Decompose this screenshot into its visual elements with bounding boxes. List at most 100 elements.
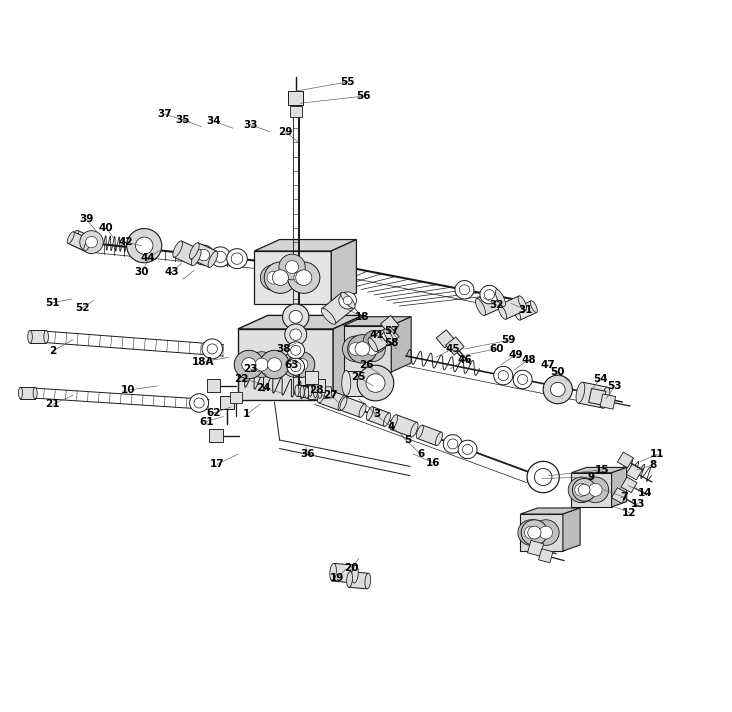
Text: 5: 5 <box>404 435 411 445</box>
Ellipse shape <box>342 370 351 395</box>
Ellipse shape <box>359 404 366 417</box>
Polygon shape <box>322 293 354 324</box>
Ellipse shape <box>318 387 322 399</box>
Polygon shape <box>341 397 365 417</box>
Ellipse shape <box>531 300 537 313</box>
Text: 13: 13 <box>631 499 646 509</box>
Circle shape <box>572 478 596 501</box>
Ellipse shape <box>300 386 305 397</box>
Ellipse shape <box>287 358 305 375</box>
Circle shape <box>348 335 377 363</box>
Circle shape <box>578 484 590 496</box>
Text: 61: 61 <box>199 417 214 426</box>
Text: 34: 34 <box>206 116 221 126</box>
Polygon shape <box>190 243 217 267</box>
Text: 4: 4 <box>388 422 395 432</box>
Ellipse shape <box>338 396 346 410</box>
Text: 15: 15 <box>594 465 609 475</box>
Ellipse shape <box>28 330 32 343</box>
Text: 50: 50 <box>550 367 565 377</box>
Ellipse shape <box>411 422 418 437</box>
Ellipse shape <box>330 563 337 581</box>
Ellipse shape <box>291 345 301 355</box>
Ellipse shape <box>527 461 559 493</box>
Circle shape <box>533 520 559 545</box>
Polygon shape <box>30 330 46 343</box>
Ellipse shape <box>351 565 358 583</box>
Text: 55: 55 <box>340 77 355 87</box>
Ellipse shape <box>455 281 474 299</box>
Polygon shape <box>68 232 90 251</box>
Circle shape <box>543 375 572 404</box>
Text: 12: 12 <box>622 508 637 518</box>
Polygon shape <box>381 315 399 334</box>
Ellipse shape <box>368 338 378 352</box>
Ellipse shape <box>33 387 37 399</box>
Polygon shape <box>344 317 411 326</box>
Circle shape <box>518 520 544 545</box>
Circle shape <box>589 483 602 496</box>
Circle shape <box>283 304 309 330</box>
Circle shape <box>242 357 256 372</box>
Ellipse shape <box>70 231 78 245</box>
Text: 60: 60 <box>489 344 504 354</box>
Ellipse shape <box>173 241 182 257</box>
Polygon shape <box>220 396 234 409</box>
Ellipse shape <box>318 388 325 403</box>
Text: 45: 45 <box>445 344 460 354</box>
Polygon shape <box>302 386 315 397</box>
Text: 16: 16 <box>426 458 441 468</box>
Ellipse shape <box>444 435 462 453</box>
Text: 19: 19 <box>329 573 344 583</box>
Ellipse shape <box>339 292 356 309</box>
Ellipse shape <box>476 298 485 315</box>
Ellipse shape <box>321 308 335 324</box>
Text: 3: 3 <box>373 409 381 419</box>
Polygon shape <box>381 327 399 345</box>
Circle shape <box>255 358 269 371</box>
Text: 47: 47 <box>540 360 555 370</box>
Text: 43: 43 <box>165 267 179 277</box>
Polygon shape <box>331 239 356 305</box>
Circle shape <box>366 374 385 392</box>
Text: 31: 31 <box>518 305 533 315</box>
Text: 37: 37 <box>157 109 172 119</box>
Ellipse shape <box>365 573 370 589</box>
Polygon shape <box>238 315 363 329</box>
Circle shape <box>288 265 314 290</box>
Ellipse shape <box>463 444 473 454</box>
Ellipse shape <box>513 370 532 389</box>
Circle shape <box>264 262 296 293</box>
Ellipse shape <box>384 329 393 342</box>
Ellipse shape <box>190 243 199 259</box>
Text: 21: 21 <box>45 399 60 409</box>
Polygon shape <box>20 387 35 399</box>
Text: 24: 24 <box>256 383 271 393</box>
Ellipse shape <box>207 344 217 354</box>
Ellipse shape <box>295 385 299 397</box>
Ellipse shape <box>90 239 98 253</box>
Circle shape <box>575 483 588 496</box>
Text: 41: 41 <box>370 330 384 340</box>
Text: 29: 29 <box>278 127 293 137</box>
Ellipse shape <box>340 397 347 410</box>
Polygon shape <box>391 415 417 437</box>
Polygon shape <box>515 301 537 320</box>
Circle shape <box>260 350 289 379</box>
Ellipse shape <box>231 253 243 264</box>
Polygon shape <box>589 389 606 405</box>
Text: 62: 62 <box>206 408 221 418</box>
Text: 42: 42 <box>119 237 133 247</box>
Ellipse shape <box>214 251 226 263</box>
Text: 33: 33 <box>243 120 258 130</box>
Ellipse shape <box>227 248 247 268</box>
Ellipse shape <box>493 366 513 385</box>
Ellipse shape <box>190 394 209 412</box>
Text: 23: 23 <box>243 364 258 374</box>
Text: 26: 26 <box>359 360 373 370</box>
Text: 52: 52 <box>75 303 90 313</box>
Circle shape <box>366 342 379 355</box>
Text: 48: 48 <box>521 355 536 365</box>
Circle shape <box>369 336 381 347</box>
Polygon shape <box>288 91 303 105</box>
